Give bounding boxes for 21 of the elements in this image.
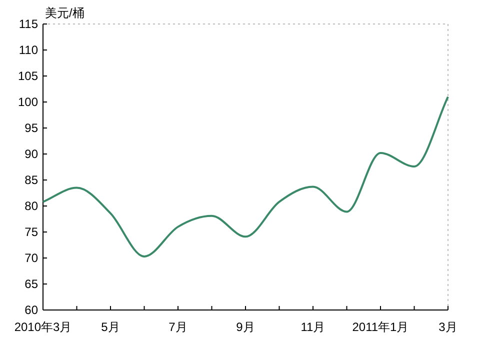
y-tick-label: 85 <box>24 173 38 187</box>
x-tick-label: 2011年1月 <box>352 320 409 334</box>
y-tick-label: 95 <box>24 121 38 135</box>
y-tick-label: 65 <box>24 277 38 291</box>
x-tick-label: 7月 <box>168 320 188 334</box>
y-tick-label: 70 <box>24 251 38 265</box>
y-tick-label: 100 <box>18 95 38 109</box>
x-tick-label: 11月 <box>300 320 326 334</box>
y-axis-title: 美元/桶 <box>45 6 84 20</box>
y-tick-label: 115 <box>18 17 38 31</box>
x-tick-label: 3月 <box>438 320 458 334</box>
y-tick-label: 75 <box>24 225 38 239</box>
y-tick-label: 110 <box>18 43 38 57</box>
x-tick-label: 2010年3月 <box>14 320 72 334</box>
y-tick-label: 60 <box>24 303 38 317</box>
y-tick-label: 90 <box>24 147 38 161</box>
x-tick-label: 5月 <box>101 320 120 334</box>
y-tick-label: 80 <box>24 199 38 213</box>
y-tick-label: 105 <box>18 69 38 83</box>
x-tick-label: 9月 <box>236 320 255 334</box>
line-series <box>42 96 449 258</box>
